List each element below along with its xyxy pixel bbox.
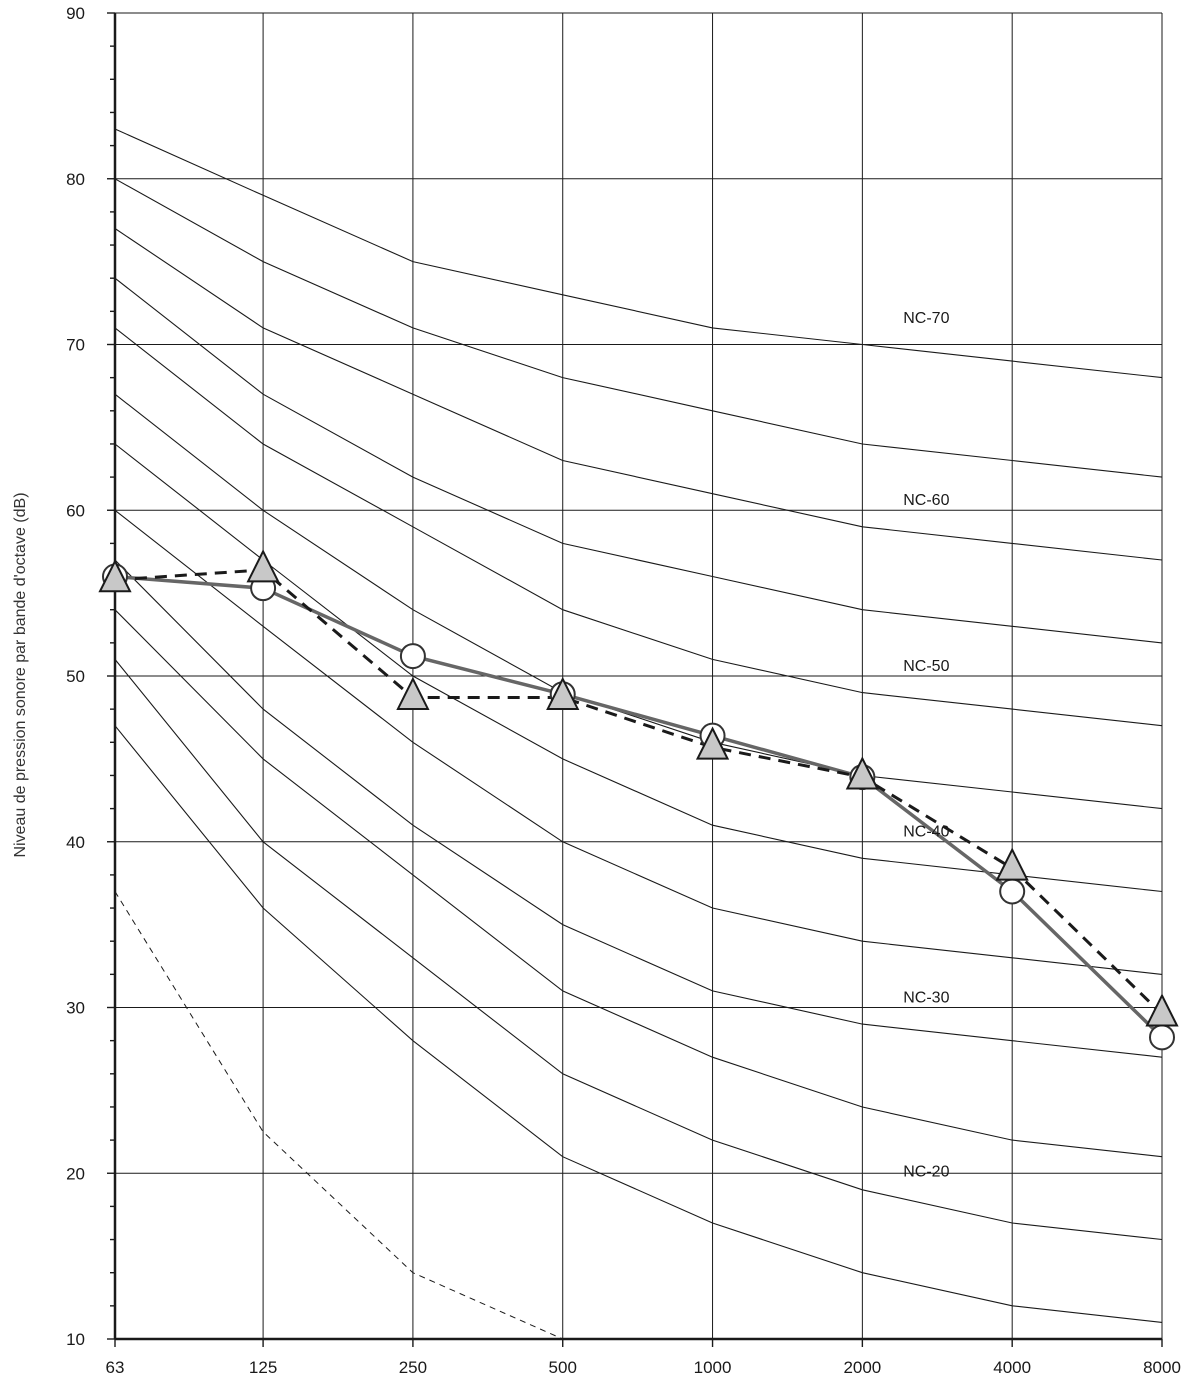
nc-curve-label: NC-20 <box>903 1163 949 1180</box>
y-tick-label: 60 <box>66 501 85 520</box>
y-tick-label: 20 <box>66 1164 85 1183</box>
y-tick-label: 80 <box>66 170 85 189</box>
triangle-marker <box>995 847 1029 881</box>
triangle-marker <box>396 676 430 710</box>
x-tick-label: 63 <box>106 1358 125 1377</box>
y-tick-label: 50 <box>66 667 85 686</box>
nc-curve <box>114 327 1163 727</box>
nc-curve <box>114 178 1163 478</box>
labels: NC-70 NC-60 NC-50 NC-40 NC-30 NC-20 <box>903 310 949 1181</box>
nc-curve <box>114 725 1163 1323</box>
nc-curve <box>114 609 1163 1158</box>
triangle-marker <box>98 559 132 593</box>
triangle-marker <box>695 726 730 760</box>
axes: 10 20 30 40 50 60 70 80 90 63 125 250 500 1000 2000 400… <box>66 4 1181 1377</box>
circle-marker <box>999 878 1026 905</box>
series-line-solid <box>114 574 1164 1039</box>
x-tick-label: 1000 <box>694 1358 732 1377</box>
x-tick-label: 8000 <box>1143 1358 1181 1377</box>
y-tick-label: 10 <box>66 1330 85 1349</box>
hearing-threshold-curve <box>114 891 563 1340</box>
series-line-dashed <box>114 568 1164 1016</box>
nc-curve-label: NC-30 <box>903 989 949 1006</box>
y-tick-label: 90 <box>66 4 85 23</box>
circle-marker <box>1149 1024 1175 1051</box>
nc-curve <box>114 393 1163 810</box>
y-tick-label: 40 <box>66 833 85 852</box>
triangle-marker <box>246 549 280 583</box>
x-tick-label: 2000 <box>843 1358 881 1377</box>
y-tick-label: 70 <box>66 336 85 355</box>
nc-curve-label: NC-60 <box>903 492 949 509</box>
nc-curve-label: NC-40 <box>903 824 949 841</box>
nc-curve <box>114 559 1163 1058</box>
threshold-curve-layer <box>114 891 563 1340</box>
x-tick-label: 500 <box>549 1358 577 1377</box>
nc-curve <box>114 659 1163 1241</box>
grid <box>115 12 1163 1339</box>
nc-curve <box>114 509 1163 975</box>
circle-marker <box>399 643 426 670</box>
nc-curve <box>114 443 1163 893</box>
nc-curve-label: NC-50 <box>903 658 949 675</box>
nc-curves <box>114 128 1163 1323</box>
nc-curve <box>114 128 1163 379</box>
triangle-marker <box>546 676 580 710</box>
triangle-marker <box>845 756 879 790</box>
x-tick-label: 250 <box>399 1358 427 1377</box>
y-tick-label: 30 <box>66 999 85 1018</box>
measurement-series <box>98 549 1179 1051</box>
y-axis-label: Niveau de pression sonore par bande d'oc… <box>12 492 29 857</box>
x-tick-label: 125 <box>249 1358 277 1377</box>
x-tick-label: 4000 <box>993 1358 1031 1377</box>
nc-curve <box>114 277 1163 644</box>
nc-curve <box>114 228 1163 561</box>
triangle-marker <box>1145 993 1179 1027</box>
nc-curve-label: NC-70 <box>903 310 949 327</box>
